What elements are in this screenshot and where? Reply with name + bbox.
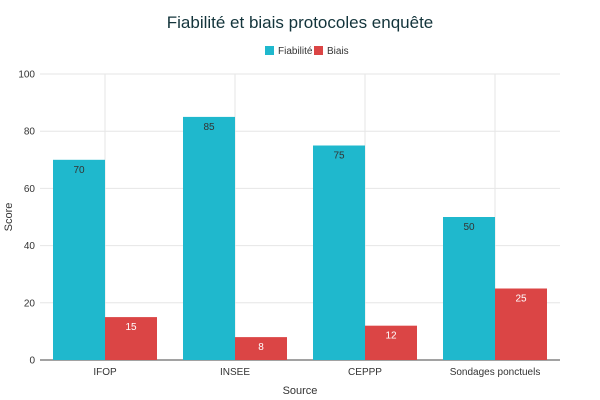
y-tick-label: 100 [18, 70, 35, 81]
x-axis-title: Source [283, 385, 318, 397]
bars [53, 116, 547, 361]
bar-fiabilit- [313, 145, 365, 360]
bar-biais [495, 288, 547, 360]
legend-swatch-0 [265, 46, 274, 55]
x-tick-label: Sondages ponctuels [450, 367, 541, 378]
data-label: 85 [203, 122, 215, 133]
legend-label-1: Biais [327, 46, 349, 57]
data-labels: 70 15 85 8 75 12 50 25 [73, 122, 527, 353]
bar-biais [365, 325, 417, 360]
bar-fiabilit- [183, 116, 235, 361]
chart-title: Fiabilité et biais protocoles enquête [167, 13, 434, 32]
x-tick-label: IFOP [93, 367, 117, 378]
bar-biais [105, 317, 157, 360]
y-axis-title: Score [3, 203, 15, 232]
data-label: 12 [385, 331, 397, 342]
bar-fiabilit- [443, 217, 495, 360]
data-label: 50 [463, 222, 475, 233]
legend-label-0: Fiabilité [278, 46, 313, 57]
bar-biais [235, 337, 287, 360]
legend: Fiabilité Biais [265, 46, 349, 57]
bar-fiabilit- [53, 159, 105, 360]
tick-labels: 0 20 40 60 80 100 IFOP INSEE CEPPP Sondages ponct… [18, 70, 540, 379]
x-tick-label: INSEE [220, 367, 250, 378]
data-label: 70 [73, 165, 85, 176]
y-tick-label: 80 [24, 127, 36, 138]
y-tick-label: 20 [24, 298, 36, 309]
data-label: 25 [515, 294, 527, 305]
data-label: 8 [258, 342, 264, 353]
data-label: 15 [125, 322, 137, 333]
y-tick-label: 60 [24, 184, 36, 195]
legend-swatch-1 [314, 46, 323, 55]
y-tick-label: 0 [29, 356, 35, 367]
data-label: 75 [333, 151, 345, 162]
x-tick-label: CEPPP [348, 367, 382, 378]
y-tick-label: 40 [24, 241, 36, 252]
